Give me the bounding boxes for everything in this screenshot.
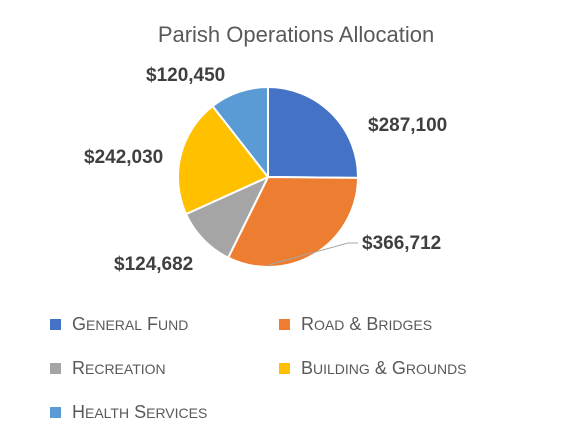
legend-label-general-fund: GENERAL FUND (72, 314, 188, 334)
legend-swatch-road-and-bridges (279, 319, 290, 330)
pie-slice-general-fund (267, 86, 360, 179)
data-label-health-services: $120,450 (146, 65, 225, 86)
legend-label-building-and-grounds: BUILDING & GROUNDS (301, 358, 467, 378)
legend-item-road-and-bridges: ROAD & BRIDGES (279, 314, 432, 334)
legend-swatch-general-fund (50, 319, 61, 330)
leader-lines (267, 242, 358, 266)
legend-item-building-and-grounds: BUILDING & GROUNDS (279, 358, 467, 378)
data-labels: $287,100 $366,712 $124,682 $242,030 $120,450 (84, 65, 447, 275)
leader-line-road-and-bridges (267, 242, 358, 266)
legend: GENERAL FUND ROAD & BRIDGES RECREATION BUIL… (50, 314, 467, 422)
legend-swatch-health-services (50, 407, 61, 418)
legend-swatch-building-and-grounds (279, 363, 290, 374)
data-label-general-fund: $287,100 (368, 115, 447, 136)
pie-slices (177, 86, 360, 268)
legend-label-recreation: RECREATION (72, 358, 166, 378)
legend-label-health-services: HEALTH SERVICES (72, 402, 207, 422)
data-label-building-and-grounds: $242,030 (84, 147, 163, 168)
chart-title: Parish Operations Allocation (158, 22, 434, 47)
data-label-road-and-bridges: $366,712 (362, 233, 441, 254)
pie-slice-road-and-bridges (227, 176, 359, 268)
legend-item-general-fund: GENERAL FUND (50, 314, 188, 334)
legend-item-recreation: RECREATION (50, 358, 166, 378)
legend-label-road-and-bridges: ROAD & BRIDGES (301, 314, 432, 334)
legend-item-health-services: HEALTH SERVICES (50, 402, 207, 422)
pie-slice-building-and-grounds (177, 105, 269, 216)
legend-swatch-recreation (50, 363, 61, 374)
pie-slice-health-services (211, 86, 269, 178)
data-label-recreation: $124,682 (114, 254, 193, 275)
